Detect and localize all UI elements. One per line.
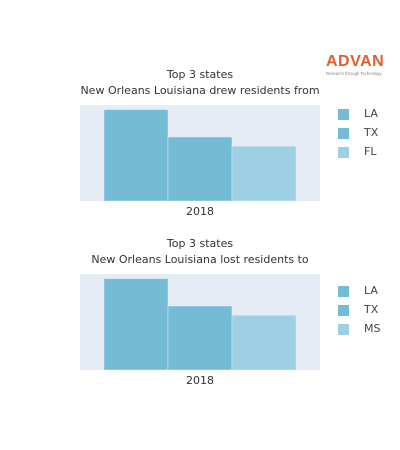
logo-tagline: Research through Technology	[326, 71, 382, 76]
x-tick-label: 2018	[186, 205, 214, 218]
legend-label: TX	[364, 126, 379, 139]
legend-label: FL	[364, 145, 377, 158]
bar-la	[103, 278, 169, 371]
x-tick-label: 2018	[186, 374, 214, 387]
chart-1-subtitle: New Orleans Louisiana drew residents fro…	[80, 84, 320, 97]
legend-swatch	[338, 109, 349, 120]
legend-swatch	[338, 324, 349, 335]
chart-1-title: Top 3 states	[166, 68, 234, 81]
legend-label: MS	[364, 322, 381, 335]
bar-la	[103, 109, 169, 202]
bar-tx	[167, 305, 233, 371]
bar-ms	[231, 314, 297, 371]
chart-1-plot: 2018	[80, 105, 320, 218]
legend-label: TX	[364, 303, 379, 316]
bar-fl	[231, 145, 297, 202]
advan-logo: ADVAN Research through Technology	[326, 54, 396, 78]
chart-2-plot: 2018	[80, 274, 320, 387]
legend-swatch	[338, 286, 349, 297]
logo-wordmark: ADVAN	[326, 53, 385, 70]
bar-tx	[167, 136, 233, 202]
legend-swatch	[338, 128, 349, 139]
legend-label: LA	[364, 107, 378, 120]
legend-swatch	[338, 147, 349, 158]
legend-label: LA	[364, 284, 378, 297]
chart-2-title: Top 3 states	[166, 237, 234, 250]
legend-swatch	[338, 305, 349, 316]
chart-2-subtitle: New Orleans Louisiana lost residents to	[91, 253, 309, 266]
